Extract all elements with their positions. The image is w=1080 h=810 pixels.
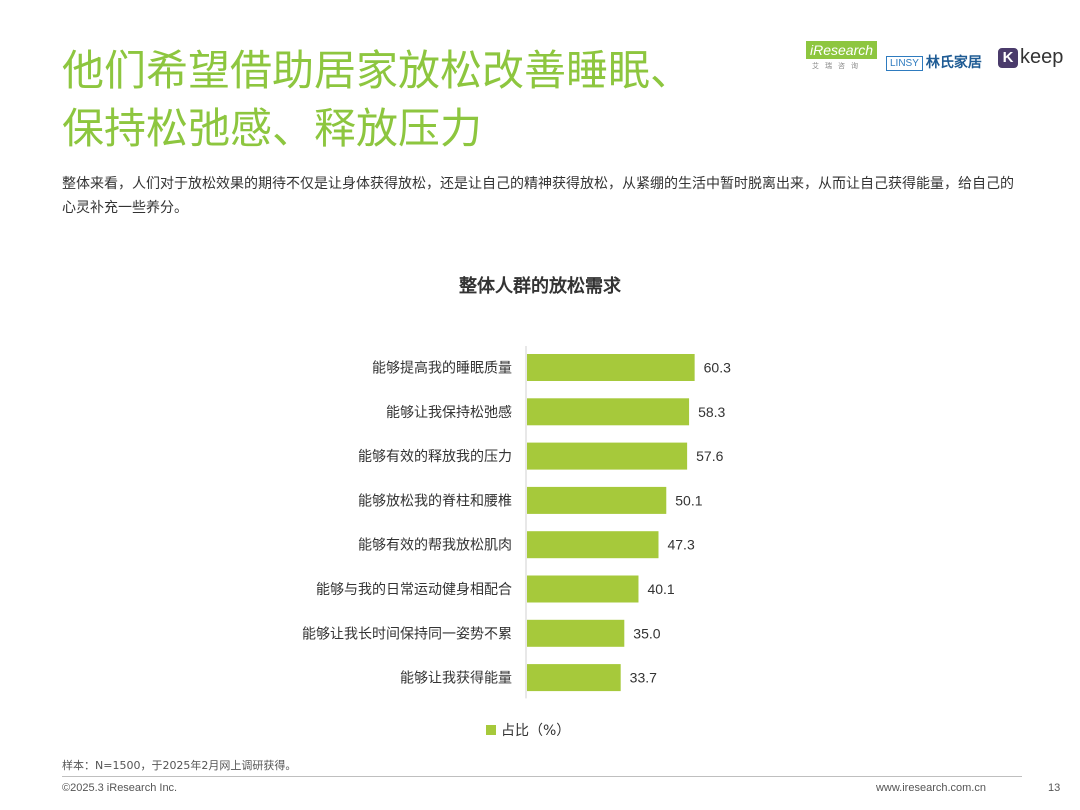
description-text: 整体来看，人们对于放松效果的期待不仅是让身体获得放松，还是让自己的精神获得放松，…: [62, 176, 1014, 216]
value-label: 47.3: [667, 537, 694, 553]
category-label: 能够与我的日常运动健身相配合: [316, 582, 512, 598]
legend-label: 占比（%）: [501, 723, 571, 739]
bar: [527, 664, 621, 692]
category-label: 能够放松我的脊柱和腰椎: [358, 493, 512, 509]
chart-legend: 占比（%）: [486, 720, 570, 740]
linsy-logo: LINSY 林氏家居: [886, 51, 982, 72]
bar: [527, 486, 667, 514]
sample-note: 样本：N=1500，于2025年2月网上调研获得。: [62, 759, 297, 772]
bar-chart: 能够提高我的睡眠质量 60.3 能够让我保持松弛感 58.3 能够有效的释放我的压力 57…: [302, 346, 731, 699]
website-text: www.iresearch.com.cn: [875, 782, 986, 794]
legend-swatch: [486, 725, 496, 735]
value-label: 60.3: [704, 360, 731, 376]
bar: [527, 442, 688, 470]
bar: [527, 398, 690, 426]
bar: [527, 619, 625, 647]
category-label: 能够有效的帮我放松肌肉: [358, 538, 512, 554]
bar: [527, 531, 659, 559]
bar: [527, 575, 639, 603]
category-label: 能够提高我的睡眠质量: [372, 360, 512, 377]
bar: [527, 354, 695, 381]
category-label: 能够让我获得能量: [400, 670, 512, 687]
page-number: 13: [1048, 782, 1061, 794]
chart-title: 整体人群的放松需求: [459, 276, 621, 297]
copyright-text: ©2025.3 iResearch Inc.: [62, 782, 178, 794]
page-title: 他们希望借助居家放松改善睡眠、 保持松弛感、释放压力: [62, 42, 802, 158]
value-label: 40.1: [647, 581, 674, 597]
value-label: 57.6: [696, 448, 723, 464]
page-title-line-2: 保持松弛感、释放压力: [62, 104, 483, 153]
value-label: 33.7: [630, 670, 657, 686]
category-label: 能够有效的释放我的压力: [358, 449, 512, 465]
category-label: 能够让我长时间保持同一姿势不累: [302, 626, 512, 642]
footer-divider: [62, 776, 1022, 777]
value-label: 50.1: [675, 492, 702, 508]
value-label: 58.3: [698, 404, 725, 420]
iresearch-logo: iResearch 艾瑞咨询: [806, 40, 878, 71]
page-title-line-1: 他们希望借助居家放松改善睡眠、: [62, 46, 693, 95]
category-label: 能够让我保持松弛感: [386, 404, 512, 421]
value-label: 35.0: [633, 625, 660, 641]
